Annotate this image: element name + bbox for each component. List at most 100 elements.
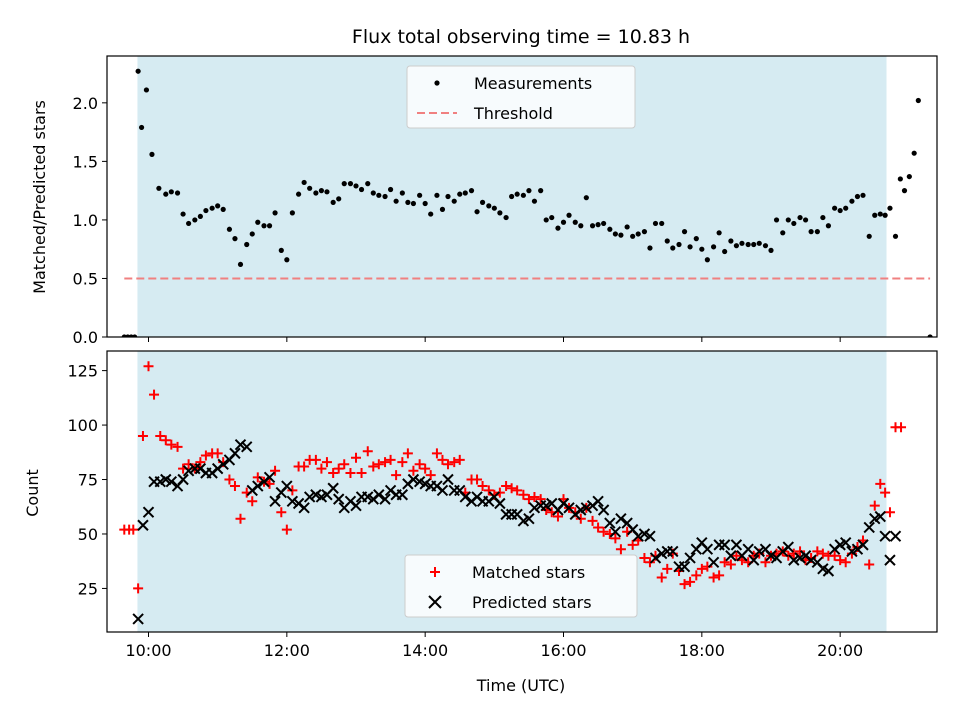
matched-point (229, 481, 240, 492)
measurement-point (699, 246, 705, 252)
measurement-point (382, 193, 388, 200)
matched-point (373, 459, 384, 470)
predicted-point (884, 554, 896, 566)
predicted-point (350, 499, 362, 512)
measurement-point (336, 196, 342, 202)
matched-point (691, 570, 702, 581)
measurement-point (215, 203, 221, 209)
measurement-point (647, 245, 653, 251)
measurement-point (439, 206, 446, 212)
predicted-point (678, 560, 691, 573)
measurement-point (266, 223, 273, 229)
legend-label: Threshold (473, 104, 553, 123)
measurement-point (168, 189, 174, 195)
measurement-point (457, 191, 463, 197)
measurement-point (376, 192, 382, 198)
matched-point (391, 470, 402, 481)
matched-point (200, 450, 211, 461)
matched-point (702, 561, 713, 572)
legend-box (404, 554, 638, 618)
measurement-point (635, 231, 641, 237)
matched-point (731, 550, 742, 561)
measurement-point (445, 193, 451, 200)
predicted-point (528, 502, 541, 514)
x-tick-label: 10:00 (125, 641, 171, 660)
matched-point (172, 441, 183, 452)
measurement-point (595, 222, 601, 228)
measurement-point (278, 247, 284, 253)
measurement-point (555, 225, 561, 231)
predicted-point (788, 554, 800, 566)
predicted-point (684, 552, 696, 564)
matched-point (137, 430, 148, 441)
predicted-point (142, 506, 155, 518)
measurement-point (417, 192, 423, 198)
matched-point (477, 481, 488, 492)
predicted-point (263, 471, 276, 484)
measurement-point (872, 212, 878, 218)
matched-point (817, 548, 828, 559)
y-tick-label: 25 (78, 579, 98, 598)
measurement-point (226, 226, 233, 232)
measurement-point (405, 199, 411, 205)
matched-point (829, 550, 840, 561)
measurement-point (272, 210, 278, 216)
matched-point (708, 572, 719, 583)
predicted-point (281, 480, 293, 492)
predicted-point (730, 539, 743, 551)
measurement-point (906, 173, 912, 180)
y-axis-label: Matched/Predicted stars (30, 100, 49, 294)
measurement-point (497, 210, 503, 216)
measurement-point (837, 207, 843, 214)
matched-point (696, 563, 707, 574)
matched-point (195, 457, 206, 468)
measurement-point (307, 185, 313, 191)
measurement-point (135, 68, 141, 74)
measurement-point (791, 220, 797, 227)
predicted-point (879, 530, 891, 542)
matched-point (535, 494, 546, 505)
measurement-point (289, 210, 295, 216)
matched-point (656, 572, 667, 583)
predicted-point (269, 495, 281, 508)
predicted-point (229, 447, 241, 460)
matched-point (149, 389, 160, 400)
measurement-point (244, 241, 250, 248)
predicted-point (132, 613, 144, 625)
measurement-point (780, 230, 786, 236)
legend-label: Predicted stars (472, 593, 592, 612)
matched-point (518, 489, 529, 500)
predicted-point (604, 517, 616, 529)
matched-point (362, 446, 373, 457)
matched-point (880, 487, 891, 498)
predicted-point (234, 438, 247, 451)
measurement-point (347, 181, 354, 187)
matched-point (281, 524, 292, 535)
x-axis-label: Time (UTC) (476, 676, 565, 695)
matched-point (356, 467, 367, 478)
measurement-point (641, 229, 648, 235)
measurement-point (491, 205, 497, 211)
measurement-point (911, 150, 917, 156)
matched-point (812, 546, 823, 557)
measurement-point (462, 190, 468, 196)
matched-point (529, 491, 540, 502)
measurement-point (295, 191, 302, 197)
measurement-point (681, 229, 688, 235)
measurement-point (422, 200, 428, 207)
measurement-point (132, 334, 138, 337)
measurement-point (514, 191, 520, 197)
predicted-point (217, 458, 229, 470)
matched-point (760, 557, 771, 568)
measurement-point (768, 247, 774, 253)
matched-point (414, 459, 425, 470)
predicted-point (379, 493, 391, 505)
measurement-point (549, 214, 555, 221)
measurement-point (353, 183, 359, 189)
matched-point (639, 552, 650, 563)
bottom-panel: 25 50 75 100 125 10:00 12:00 14:00 16:00 18:00 20… (23, 350, 938, 695)
measurement-point (387, 186, 394, 193)
measurement-point (237, 261, 244, 268)
measurement-point (756, 240, 762, 246)
matched-point (512, 485, 523, 496)
